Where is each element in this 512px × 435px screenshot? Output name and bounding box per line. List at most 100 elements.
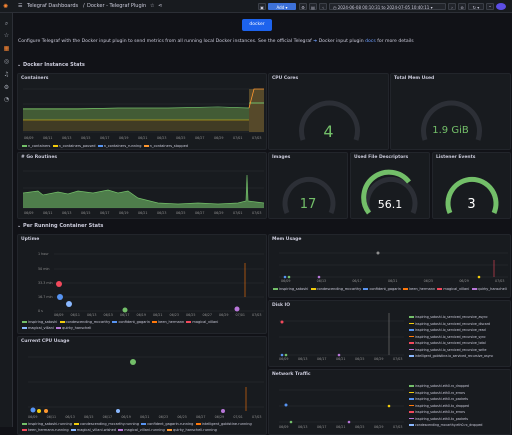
refresh-button[interactable]: ↻ ▾ xyxy=(468,3,484,10)
data-point xyxy=(116,409,120,413)
legend-item: inspiring_satoshi.eth0.rx_errors xyxy=(409,390,509,397)
disk-io-legend: inspiring_satoshi.io_serviced_recursive_… xyxy=(409,314,509,360)
disk-io-panel[interactable]: Disk IO inspiring_satoshi.io_serviced_re… xyxy=(268,300,511,367)
data-point xyxy=(287,275,291,279)
data-point xyxy=(387,404,391,408)
hamburger-icon[interactable]: ☰ xyxy=(18,3,23,9)
x-tick: 07/03 xyxy=(393,425,403,429)
plugin-icon[interactable]: ◔ xyxy=(3,96,10,103)
mem-usage-panel[interactable]: Mem Usage inspiring_satoshi condescendin… xyxy=(268,234,511,298)
panel-icon[interactable]: ▣ xyxy=(258,3,266,10)
add-button[interactable]: Add ▾ xyxy=(268,3,296,10)
x-tick: 06/13 xyxy=(316,279,327,283)
admin-gear-icon[interactable]: ⚙ xyxy=(3,84,10,91)
time-back-icon[interactable]: ‹ xyxy=(319,3,327,10)
zoom-out-icon[interactable]: ⊖ xyxy=(458,3,466,10)
avatar[interactable] xyxy=(496,3,506,10)
x-tick: 06/15 xyxy=(81,136,91,140)
data-point xyxy=(57,294,63,300)
file-descriptors-panel[interactable]: Used File Descriptors 56.1 xyxy=(350,152,430,219)
x-tick: 06/23 xyxy=(169,313,180,317)
star-icon[interactable]: ☆ xyxy=(150,3,155,9)
uptime-legend: inspiring_satoshi condescending_mccarthy… xyxy=(22,319,262,331)
collapse-icon[interactable]: ⌃ xyxy=(486,3,494,10)
x-tick: 06/19 xyxy=(136,313,147,317)
search-icon[interactable]: ⌕ xyxy=(4,20,9,27)
listener-events-panel[interactable]: Listener Events 3 xyxy=(432,152,511,219)
x-tick: 07/01 xyxy=(233,211,243,215)
go-routines-panel[interactable]: # Go Routines 06/09 06/11 06/13 06/15 06/17 0… xyxy=(17,152,267,219)
cpu-usage-panel[interactable]: Current CPU Usage inspiring_satoshi.runn… xyxy=(17,336,267,435)
cpu-usage-legend: inspiring_satoshi.running condescending_… xyxy=(22,421,262,433)
data-point xyxy=(130,359,136,365)
data-point xyxy=(56,281,62,287)
x-tick: 06/15 xyxy=(103,313,114,317)
y-tick: 16.7 min xyxy=(38,295,53,299)
x-tick: 06/17 xyxy=(100,211,110,215)
x-tick: 06/23 xyxy=(157,136,167,140)
x-tick: 06/27 xyxy=(202,313,213,317)
x-tick: 07/01 xyxy=(235,313,246,317)
network-traffic-panel[interactable]: Network Traffic inspiring_satoshi.eth0.r… xyxy=(268,369,511,435)
x-tick: 06/29 xyxy=(459,279,469,283)
legend-item: magical_villani xyxy=(22,326,54,330)
x-tick: 06/13 xyxy=(62,136,72,140)
gauge-value: 17 xyxy=(299,197,317,212)
x-tick: 07/03 xyxy=(252,313,262,317)
images-gauge xyxy=(282,176,336,214)
dashboards-icon[interactable]: ▦ xyxy=(3,45,10,52)
x-tick: 06/11 xyxy=(46,415,57,419)
x-tick: 06/25 xyxy=(176,211,186,215)
x-tick: 06/27 xyxy=(195,136,205,140)
x-tick: 07/03 xyxy=(495,279,505,283)
x-tick: 06/09 xyxy=(54,313,64,317)
panel-title: Mem Usage xyxy=(272,237,302,242)
explore-icon[interactable]: ◎ xyxy=(3,58,10,65)
uptime-chart xyxy=(54,253,264,313)
go-routines-area xyxy=(23,175,264,208)
total-mem-panel[interactable]: Total Mem Used 1.9 GiB xyxy=(390,73,511,150)
x-tick: 06/21 xyxy=(138,211,148,215)
gauge-fill xyxy=(445,176,499,214)
sidebar: ⌕ ☆ ▦ ◎ ♫ ⚙ ◔ xyxy=(0,13,13,427)
images-panel[interactable]: Images 17 xyxy=(268,152,348,219)
panel-title: Current CPU Usage xyxy=(21,339,70,344)
x-tick: 06/11 xyxy=(43,211,53,215)
x-tick: 06/17 xyxy=(100,136,110,140)
legend-item: keen_hermann xyxy=(403,287,435,291)
breadcrumb-parent[interactable]: Telegraf Dashboards xyxy=(27,3,79,9)
row-header-container[interactable]: ⌄ Per Running Container Stats xyxy=(17,223,104,229)
share-icon[interactable]: ⋖ xyxy=(158,3,163,9)
grafana-logo-icon[interactable]: ✺ xyxy=(3,3,9,10)
data-point xyxy=(280,320,284,324)
x-tick: 06/17 xyxy=(317,357,327,361)
time-range-picker[interactable]: ◷ 2024-06-08 00:10:31 to 2024-07-05 10:4… xyxy=(329,3,446,10)
x-tick: 06/09 xyxy=(28,415,38,419)
x-tick: 06/13 xyxy=(65,415,75,419)
alert-bell-icon[interactable]: ♫ xyxy=(3,71,10,78)
x-tick: 06/13 xyxy=(298,425,308,429)
file-descriptors-gauge xyxy=(361,169,418,215)
row-header-instance[interactable]: ⌄ Docker Instance Stats xyxy=(17,62,85,68)
x-tick: 06/15 xyxy=(84,415,94,419)
legend-item: magical_villani.wished xyxy=(70,428,116,432)
data-point xyxy=(283,275,287,279)
legend-item: magical_villani xyxy=(186,320,218,324)
cpu-cores-panel[interactable]: CPU Cores 4 xyxy=(268,73,389,150)
star-icon[interactable]: ☆ xyxy=(3,32,10,39)
time-forward-icon[interactable]: › xyxy=(448,3,456,10)
x-tick: 06/21 xyxy=(388,279,398,283)
go-routines-chart xyxy=(22,170,265,209)
legend-item: n_containers_running xyxy=(97,144,141,148)
gauge-value: 1.9 GiB xyxy=(432,125,469,136)
gauge-fill xyxy=(361,169,411,215)
legend-item: n_containers xyxy=(22,144,50,148)
containers-panel[interactable]: Containers n_containers n_containers_pau… xyxy=(17,73,267,150)
docs-link[interactable]: docs xyxy=(365,39,376,44)
settings-icon[interactable]: ⚙ xyxy=(299,3,307,10)
x-tick: 06/25 xyxy=(176,136,186,140)
x-tick: 06/23 xyxy=(158,415,169,419)
save-icon[interactable]: ▤ xyxy=(309,3,317,10)
legend-item: inspiring_satoshi.eth0.rx_dropped xyxy=(409,383,509,390)
uptime-panel[interactable]: Uptime 1 hour 50 min 33.3 min 16.7 min 0… xyxy=(17,234,267,334)
